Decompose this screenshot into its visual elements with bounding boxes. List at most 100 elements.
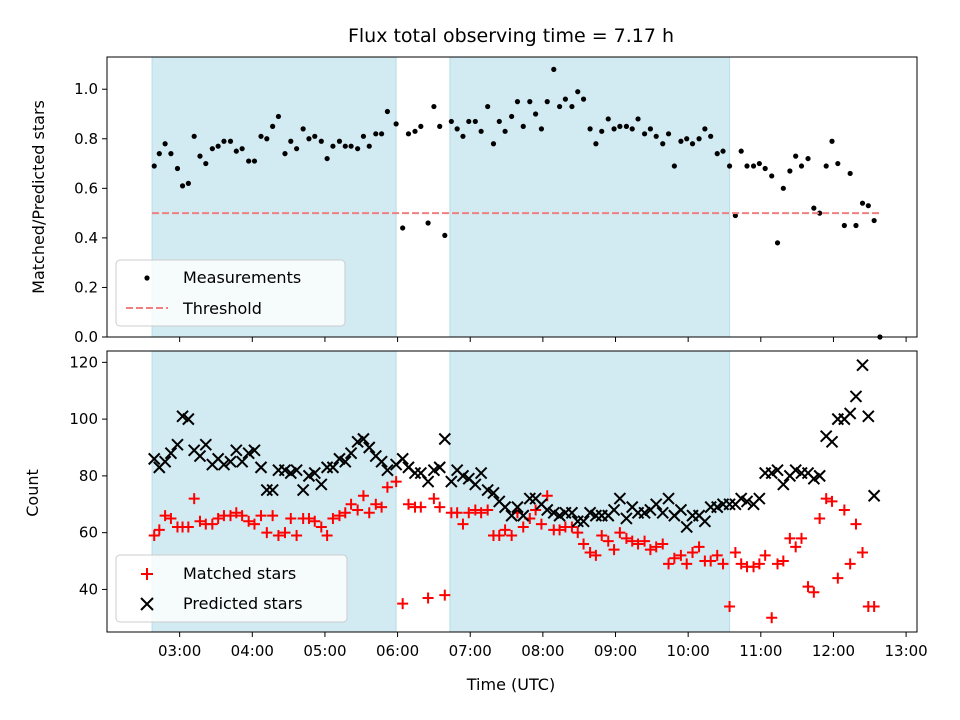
measurement-point	[835, 160, 841, 167]
measurement-point	[780, 185, 786, 191]
predicted-star-point	[771, 464, 784, 477]
measurement-point	[191, 133, 197, 139]
measurement-point	[151, 163, 157, 169]
predicted-star-point	[662, 492, 675, 505]
measurement-point	[527, 99, 533, 105]
measurement-point	[750, 163, 757, 169]
predicted-star-point	[308, 466, 321, 480]
predicted-star-point	[656, 506, 669, 519]
matched-star-point	[357, 490, 369, 502]
matched-star-point	[729, 547, 741, 559]
predicted-star-point	[511, 500, 524, 514]
matched-star-point	[463, 507, 475, 519]
matched-star-point	[345, 498, 357, 510]
matched-star-point	[415, 501, 427, 513]
measurement-point	[611, 126, 617, 132]
measurement-point	[689, 141, 696, 147]
measurement-point	[533, 111, 539, 117]
measurement-point	[437, 123, 443, 129]
matched-star-point	[309, 515, 321, 527]
measurement-point	[665, 131, 672, 137]
y-tick-label: 60	[79, 524, 98, 542]
measurement-point	[756, 160, 762, 167]
measurement-point	[197, 153, 203, 159]
y-tick-label: 0.4	[74, 229, 98, 247]
measurement-point	[168, 151, 174, 157]
matched-star-point	[766, 612, 778, 624]
measurement-point	[708, 133, 714, 139]
predicted-star-point	[777, 478, 790, 491]
matched-star-point	[759, 549, 771, 561]
measurement-point	[678, 138, 684, 144]
matched-star-point	[838, 504, 850, 516]
predicted-star-point	[825, 435, 839, 449]
x-tick-label: 12:00	[812, 642, 855, 660]
matched-star-point	[402, 498, 414, 510]
measurement-point	[342, 143, 348, 149]
measurement-point	[485, 103, 491, 110]
predicted-star-point	[339, 455, 352, 468]
measurement-point	[509, 113, 515, 120]
matched-star-point	[675, 549, 687, 561]
measurement-point	[348, 143, 354, 149]
measurement-point	[472, 118, 478, 125]
predicted-star-point	[607, 503, 621, 517]
y-tick-label: 0.8	[74, 130, 98, 148]
predicted-star-point	[541, 503, 554, 517]
measurement-point	[264, 136, 270, 142]
predicted-star-point	[571, 515, 584, 528]
measurement-point	[324, 155, 330, 162]
measurement-point	[865, 203, 871, 209]
matched-star-point	[535, 518, 547, 530]
matched-star-point	[451, 507, 463, 519]
matched-star-point	[832, 572, 844, 584]
predicted-star-point	[474, 466, 488, 480]
measurement-point	[233, 148, 239, 154]
measurement-point	[294, 146, 300, 152]
predicted-star-point	[498, 500, 512, 514]
matched-star-point	[820, 493, 832, 505]
predicted-star-point	[260, 483, 274, 497]
legend-measurements-marker	[144, 275, 150, 281]
measurement-point	[829, 138, 835, 144]
legend-threshold-label: Threshold	[182, 299, 262, 318]
predicted-star-point	[230, 444, 243, 457]
y-tick-label: 0.2	[74, 278, 98, 296]
measurement-point	[179, 183, 186, 189]
measurement-point	[587, 126, 593, 132]
measurement-point	[580, 96, 587, 102]
matched-star-point	[194, 515, 206, 527]
matched-star-point	[321, 529, 333, 541]
measurement-point	[859, 200, 866, 206]
predicted-star-point	[248, 444, 261, 457]
measurement-point	[684, 136, 690, 142]
measurement-point	[544, 99, 550, 105]
matched-star-point	[352, 504, 364, 516]
matched-star-point	[482, 504, 494, 516]
predicted-star-point	[315, 478, 328, 491]
measurement-point	[270, 123, 276, 129]
measurement-point	[502, 128, 508, 134]
measurement-point	[251, 158, 258, 164]
measurement-point	[738, 148, 744, 154]
measurement-point	[520, 123, 526, 129]
y-tick-label: 1.0	[74, 80, 98, 98]
measurement-point	[209, 146, 215, 152]
measurement-point	[635, 116, 641, 122]
matched-star-point	[291, 529, 303, 541]
measurement-point	[336, 138, 343, 144]
observing-window-2	[449, 56, 731, 338]
matched-star-point	[236, 510, 248, 522]
matched-star-point	[499, 524, 511, 536]
legend-matched-label: Matched stars	[183, 564, 296, 583]
measurement-point	[623, 123, 630, 129]
top-observing-windows	[151, 56, 731, 338]
predicted-star-point	[680, 520, 693, 534]
x-tick-label: 05:00	[303, 642, 346, 660]
measurement-point	[714, 151, 720, 157]
measurement-point	[330, 143, 336, 149]
predicted-star-point	[182, 412, 195, 426]
matched-star-point	[206, 518, 218, 530]
matched-star-point	[363, 507, 375, 519]
matched-star-point	[517, 521, 529, 533]
